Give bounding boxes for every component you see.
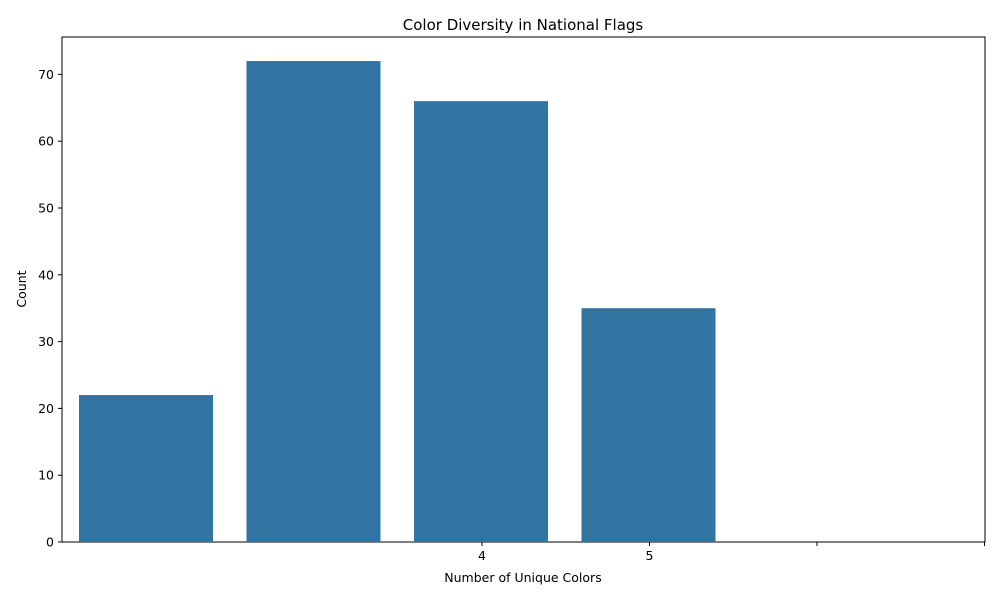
y-tick-label: 70	[38, 67, 54, 82]
chart-title: Color Diversity in National Flags	[403, 16, 644, 34]
x-axis-label: Number of Unique Colors	[444, 570, 601, 585]
y-tick-label: 60	[38, 134, 54, 149]
y-tick-label: 10	[38, 468, 54, 483]
bar-4	[581, 308, 716, 542]
y-tick-label: 50	[38, 201, 54, 216]
y-axis-label: Count	[14, 270, 29, 307]
bar-1	[79, 395, 213, 542]
x-tick-label: 4	[478, 548, 486, 563]
y-tick-label: 20	[38, 401, 54, 416]
bar-2	[246, 61, 381, 543]
bars-group	[79, 61, 716, 543]
y-tick-label: 40	[38, 267, 54, 282]
y-tick-label: 0	[46, 535, 54, 550]
x-tick-label: 5	[646, 548, 654, 563]
y-axis-ticks: 0 10 20 30 40 50 60 70	[38, 67, 62, 550]
bar-3	[414, 101, 548, 542]
y-tick-label: 30	[38, 334, 54, 349]
